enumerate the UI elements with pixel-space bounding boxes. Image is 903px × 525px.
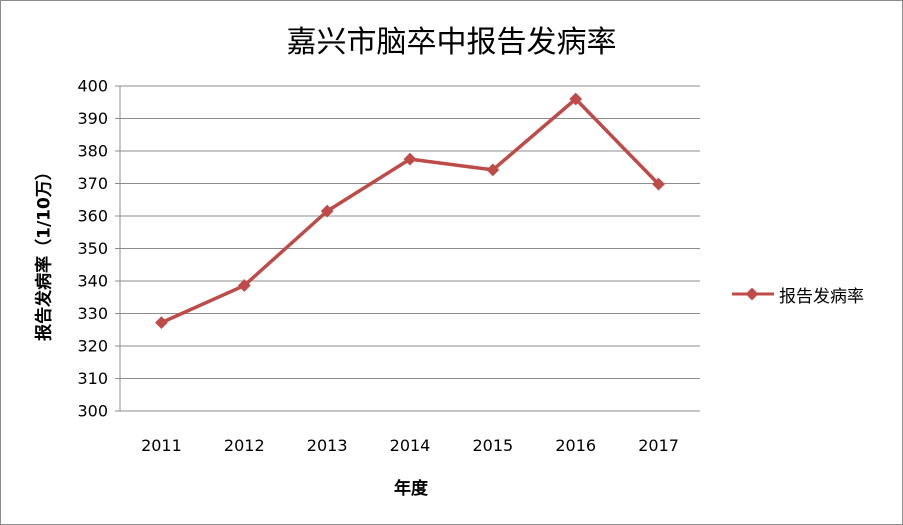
x-tick-label: 2014 [390, 436, 431, 455]
x-tick-label: 2016 [555, 436, 596, 455]
y-tick-label: 370 [77, 174, 108, 193]
data-point [403, 152, 417, 166]
data-point [155, 316, 168, 329]
series-line [160, 97, 660, 325]
y-tick-label: 320 [77, 337, 108, 356]
y-tick-label: 360 [77, 207, 108, 226]
x-tick-label: 2011 [141, 436, 182, 455]
y-tick-label: 330 [77, 304, 108, 323]
x-axis-label: 年度 [394, 479, 428, 499]
y-tick-label: 390 [77, 109, 108, 128]
legend-series-label: 报告发病率 [779, 286, 864, 307]
y-tick-label: 380 [77, 142, 108, 161]
y-tick-label: 400 [77, 77, 108, 96]
x-tick-label: 2012 [224, 436, 265, 455]
y-tick-label: 350 [77, 239, 108, 258]
legend: 报告发病率 [731, 283, 864, 307]
x-tick-label: 2015 [472, 436, 513, 455]
legend-series-marker [732, 287, 774, 301]
data-point [320, 204, 334, 218]
data-point [237, 279, 251, 292]
data-point [486, 163, 500, 177]
chart-title: 嘉兴市脑卒中报告发病率 [286, 25, 617, 60]
x-tick-label: 2013 [307, 436, 348, 455]
y-tick-label: 300 [77, 402, 108, 421]
x-tick-label: 2017 [638, 436, 679, 455]
y-tick-label: 340 [77, 272, 108, 291]
y-tick-label: 310 [77, 369, 108, 388]
